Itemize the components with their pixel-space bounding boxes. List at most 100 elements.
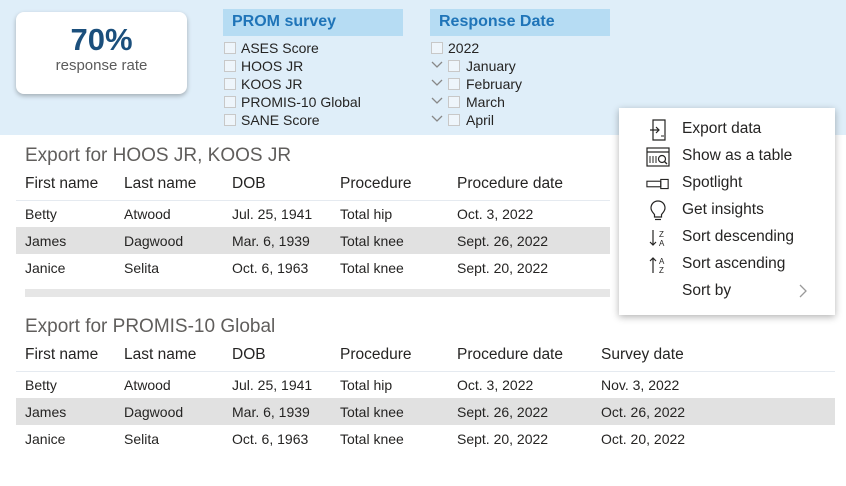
spotlight-icon: [646, 173, 670, 195]
horizontal-scrollbar[interactable]: [25, 289, 610, 297]
column-header[interactable]: Survey date: [592, 339, 835, 372]
menu-item-label: Sort by: [682, 282, 732, 299]
table-cell: Dagwood: [115, 398, 223, 425]
column-header[interactable]: Last name: [115, 168, 223, 201]
slicer-option-february[interactable]: February: [431, 75, 610, 93]
table-cell: Betty: [25, 205, 57, 222]
slicer-option-promis[interactable]: PROMIS-10 Global: [224, 93, 403, 111]
kpi-label: response rate: [55, 57, 148, 74]
slicer-option-label: April: [466, 112, 495, 128]
column-header[interactable]: Procedure date: [448, 339, 592, 372]
column-header[interactable]: First name: [16, 168, 115, 201]
kpi-value: 70%: [70, 22, 133, 57]
checkbox[interactable]: [224, 114, 236, 126]
table2-title: Export for PROMIS-10 Global: [25, 316, 276, 337]
checkbox[interactable]: [448, 96, 460, 108]
table-cell: Sept. 26, 2022: [448, 227, 610, 254]
table-cell: Atwood: [124, 376, 171, 393]
column-header[interactable]: First name: [16, 339, 115, 372]
checkbox[interactable]: [224, 60, 236, 72]
menu-item-label: Get insights: [682, 201, 764, 218]
slicer-option-january[interactable]: January: [431, 57, 610, 75]
table-cell: Mar. 6, 1939: [223, 398, 331, 425]
column-header[interactable]: Last name: [115, 339, 223, 372]
table-cell: Total knee: [340, 259, 404, 276]
menu-item-get-insights[interactable]: Get insights: [619, 197, 835, 224]
menu-item-label: Export data: [682, 120, 762, 137]
table-cell: Janice: [25, 259, 66, 276]
table-row[interactable]: Betty Atwood Jul. 25, 1941 Total hip Oct…: [16, 371, 835, 398]
chevron-down-icon[interactable]: [431, 76, 443, 88]
table-cell: Atwood: [124, 205, 171, 222]
table-row[interactable]: Janice Selita Oct. 6, 1963 Total knee Se…: [16, 425, 835, 452]
slicer-option-label: ASES Score: [241, 40, 319, 56]
menu-item-show-as-table[interactable]: Show as a table: [619, 143, 835, 170]
checkbox[interactable]: [224, 96, 236, 108]
menu-item-label: Sort ascending: [682, 255, 786, 272]
slicer-option-label: March: [466, 94, 505, 110]
chevron-down-icon[interactable]: [431, 112, 443, 124]
table-cell: Oct. 6, 1963: [232, 259, 309, 276]
table-row[interactable]: Betty Atwood Jul. 25, 1941 Total hip Oct…: [16, 200, 610, 227]
export-icon: [646, 119, 670, 141]
checkbox[interactable]: [448, 60, 460, 72]
slicer-option-label: SANE Score: [241, 112, 320, 128]
table-cell: Selita: [124, 259, 160, 276]
table-cell: Oct. 3, 2022: [457, 376, 534, 393]
slicer-option-ases[interactable]: ASES Score: [224, 39, 403, 57]
slicer-option-april[interactable]: April: [431, 111, 610, 129]
slicer-option-label: PROMIS-10 Global: [241, 94, 361, 110]
kpi-card[interactable]: 70% response rate: [16, 12, 187, 94]
checkbox[interactable]: [224, 42, 236, 54]
table-cell: Mar. 6, 1939: [223, 227, 331, 254]
table-row[interactable]: James Dagwood Mar. 6, 1939 Total knee Se…: [16, 398, 835, 425]
slicer-header: PROM survey: [223, 9, 403, 36]
table-cell: Nov. 3, 2022: [601, 376, 680, 393]
table-cell: Betty: [25, 376, 57, 393]
slicer-option-march[interactable]: March: [431, 93, 610, 111]
table2: First name Last name DOB Procedure Proce…: [16, 339, 835, 452]
slicer-option-label: KOOS JR: [241, 76, 303, 92]
table-cell: Selita: [124, 430, 160, 447]
table-cell: Jul. 25, 1941: [232, 205, 313, 222]
checkbox[interactable]: [224, 78, 236, 90]
svg-text:Z: Z: [659, 230, 664, 239]
lightbulb-icon: [646, 200, 670, 222]
table-cell: Total knee: [331, 227, 448, 254]
checkbox[interactable]: [431, 42, 443, 54]
column-header[interactable]: DOB: [223, 168, 331, 201]
slicer-option-sane[interactable]: SANE Score: [224, 111, 403, 129]
slicer-option-2022[interactable]: 2022: [431, 39, 610, 57]
slicer-option-hoos[interactable]: HOOS JR: [224, 57, 403, 75]
menu-item-sort-by[interactable]: Sort by: [619, 278, 835, 305]
table-cell: Oct. 3, 2022: [457, 205, 534, 222]
table-cell: Sept. 20, 2022: [457, 259, 549, 276]
checkbox[interactable]: [448, 114, 460, 126]
slicer-option-label: 2022: [448, 40, 480, 56]
table-row[interactable]: James Dagwood Mar. 6, 1939 Total knee Se…: [16, 227, 610, 254]
slicer-header: Response Date: [430, 9, 610, 36]
table-cell: Total hip: [340, 205, 393, 222]
column-header[interactable]: Procedure: [331, 339, 448, 372]
table-cell: Sept. 26, 2022: [448, 398, 592, 425]
column-header[interactable]: Procedure: [331, 168, 448, 201]
table-row[interactable]: Janice Selita Oct. 6, 1963 Total knee Se…: [16, 254, 610, 281]
chevron-down-icon[interactable]: [431, 58, 443, 70]
chevron-down-icon[interactable]: [431, 94, 443, 106]
checkbox[interactable]: [448, 78, 460, 90]
column-header[interactable]: Procedure date: [448, 168, 610, 201]
column-header[interactable]: DOB: [223, 339, 331, 372]
table-cell: Total hip: [340, 376, 393, 393]
svg-text:A: A: [659, 239, 665, 248]
prom-survey-slicer: PROM survey ASES Score HOOS JR KOOS JR P…: [223, 9, 403, 129]
menu-item-export-data[interactable]: Export data: [619, 116, 835, 143]
slicer-option-koos[interactable]: KOOS JR: [224, 75, 403, 93]
table1-title: Export for HOOS JR, KOOS JR: [25, 145, 292, 166]
context-menu: Export data Show as a table Spotlight Ge…: [619, 108, 835, 315]
table-cell: Total knee: [340, 430, 404, 447]
slicer-option-label: February: [466, 76, 523, 92]
menu-item-spotlight[interactable]: Spotlight: [619, 170, 835, 197]
